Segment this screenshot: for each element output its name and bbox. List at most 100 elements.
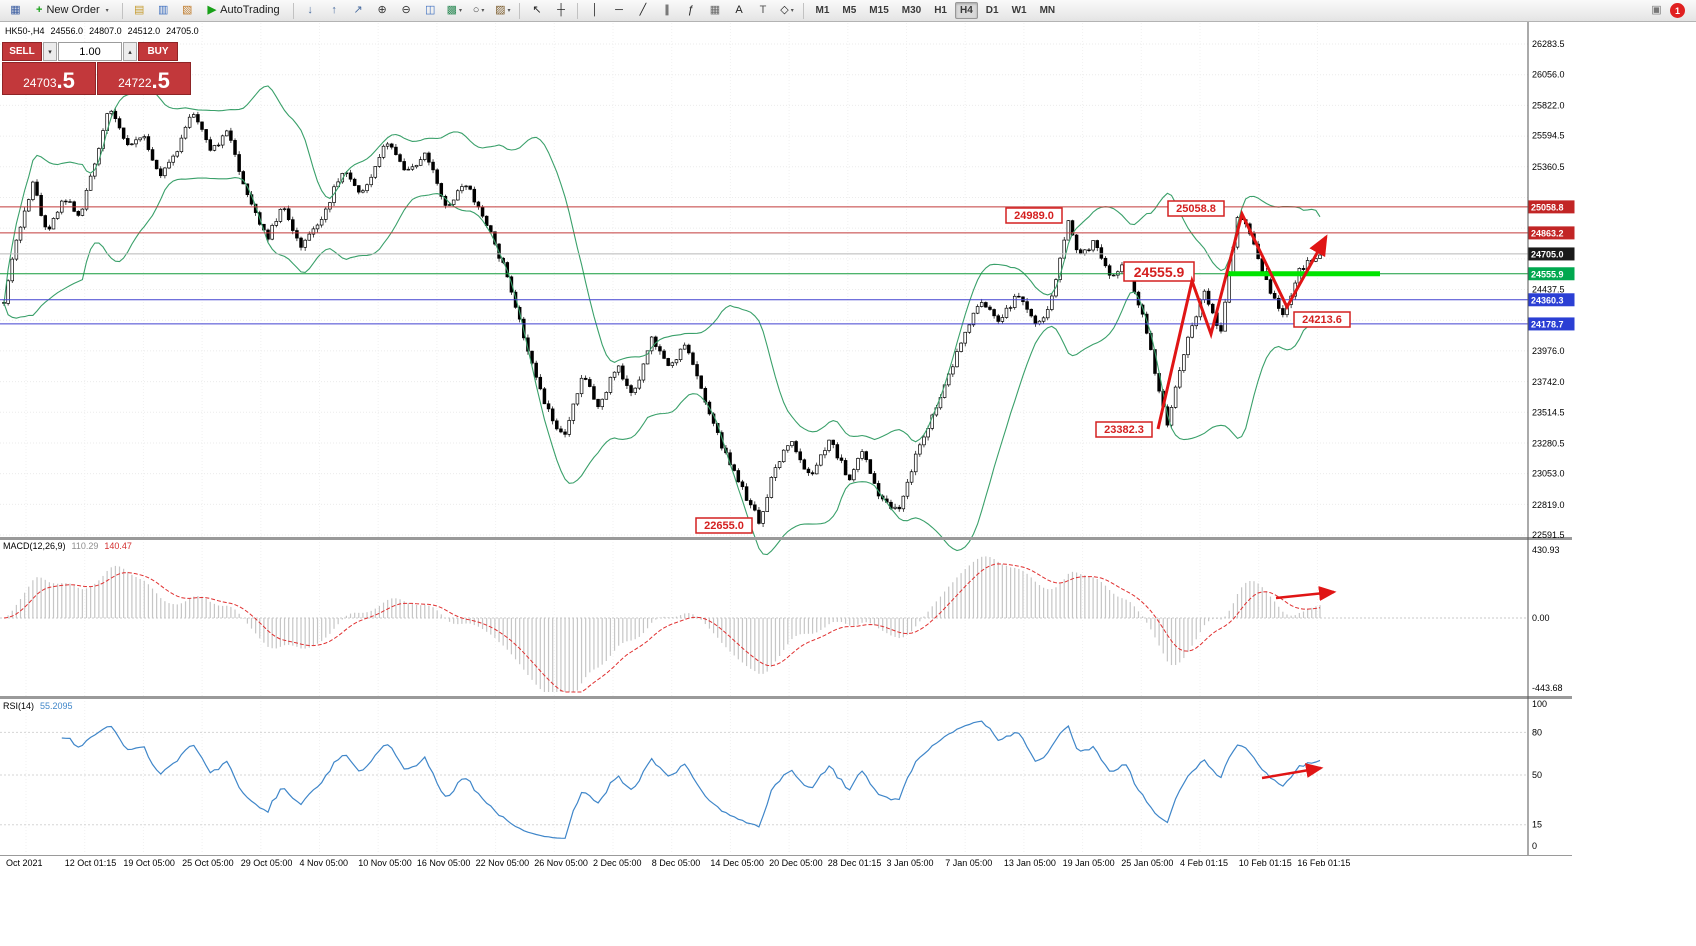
svg-text:19 Oct 05:00: 19 Oct 05:00	[123, 858, 175, 868]
vertical-line-icon: │	[591, 4, 599, 16]
market-watch-icon-button[interactable]: ▤	[129, 2, 150, 20]
svg-text:Oct 2021: Oct 2021	[6, 858, 43, 868]
svg-text:25360.5: 25360.5	[1532, 162, 1565, 172]
tile-windows-icon-button[interactable]: ◫	[420, 2, 441, 20]
navigator-icon-button[interactable]: ▧	[177, 2, 198, 20]
toolbar: ▦ + New Order ▾ ▤ ▥ ▧ ▶ AutoTrading ↓ ↑ ↗ ⊕ ⊖ ◫ ▩ ▾ ○ ▾ ▨ ▾ ↖…	[0, 0, 1696, 22]
toolbar-separator	[519, 2, 521, 19]
svg-text:13 Jan 05:00: 13 Jan 05:00	[1004, 858, 1056, 868]
new-order-icon: +	[36, 4, 43, 16]
svg-text:25 Jan 05:00: 25 Jan 05:00	[1121, 858, 1173, 868]
svg-text:10 Feb 01:15: 10 Feb 01:15	[1239, 858, 1292, 868]
channel-icon-button[interactable]: ∥	[656, 2, 677, 20]
label-icon-button[interactable]: T	[752, 2, 773, 20]
scale-up-icon-button[interactable]: ↑	[324, 2, 345, 20]
high-value: 24807.0	[89, 26, 122, 36]
svg-text:100: 100	[1532, 699, 1547, 709]
svg-text:28 Dec 01:15: 28 Dec 01:15	[828, 858, 882, 868]
price-axis[interactable]: 26283.5 26056.0 25822.0 25594.5 25360.5 24437…	[1532, 39, 1565, 851]
chart-window-icon-button[interactable]: ▦	[5, 2, 26, 20]
notification-badge[interactable]: 1	[1670, 3, 1685, 18]
zoom-in-icon-button[interactable]: ⊕	[372, 2, 393, 20]
cursor-icon-button[interactable]: ↖	[526, 2, 547, 20]
period-icon-button[interactable]: ○ ▾	[468, 2, 489, 20]
timeframe-mn-button[interactable]: MN	[1035, 2, 1061, 19]
chart-shift-icon-button[interactable]: ↗	[348, 2, 369, 20]
buy-price-button[interactable]: 24722.5	[97, 62, 191, 95]
timeframe-h4-button[interactable]: H4	[955, 2, 978, 19]
zoom-out-icon-button[interactable]: ⊖	[396, 2, 417, 20]
data-window-icon-button[interactable]: ▥	[153, 2, 174, 20]
zoom-in-icon: ⊕	[377, 4, 387, 16]
vertical-line-icon-button[interactable]: │	[584, 2, 605, 20]
timeframe-m1-button[interactable]: M1	[810, 2, 834, 19]
toolbar-separator	[121, 2, 123, 19]
text-icon-button[interactable]: A	[728, 2, 749, 20]
timeframe-m30-button[interactable]: M30	[897, 2, 926, 19]
panel-chrome	[0, 22, 1572, 856]
caret-down-icon: ▾	[105, 7, 109, 14]
tile-windows-icon: ◫	[424, 4, 436, 16]
timeframe-h1-button[interactable]: H1	[929, 2, 952, 19]
lot-size-input[interactable]	[58, 42, 122, 61]
sell-button[interactable]: SELL	[2, 42, 42, 61]
svg-text:24705.0: 24705.0	[1531, 249, 1564, 259]
svg-text:8 Dec 05:00: 8 Dec 05:00	[652, 858, 701, 868]
shapes-icon-button[interactable]: ◇ ▾	[776, 2, 797, 20]
macd-main-value: 110.29	[71, 541, 99, 551]
time-axis[interactable]: Oct 2021 12 Oct 01:15 19 Oct 05:00 25 Oct 0…	[6, 858, 1350, 868]
timeframe-w1-button[interactable]: W1	[1007, 2, 1032, 19]
data-window-icon: ▥	[157, 4, 169, 16]
cursor-icon: ↖	[532, 4, 542, 16]
timeframe-d1-button[interactable]: D1	[981, 2, 1004, 19]
sell-price-button[interactable]: 24703.5	[2, 62, 96, 95]
horizontal-line-icon-button[interactable]: ─	[608, 2, 629, 20]
buy-price-main: 24722	[118, 75, 152, 90]
new-order-button[interactable]: + New Order ▾	[29, 2, 116, 20]
svg-text:23514.5: 23514.5	[1532, 407, 1565, 417]
buy-button[interactable]: BUY	[138, 42, 178, 61]
fibonacci-icon: ƒ	[687, 4, 695, 16]
svg-text:23053.0: 23053.0	[1532, 469, 1565, 479]
template-icon-button[interactable]: ▨ ▾	[492, 2, 513, 20]
svg-text:23382.3: 23382.3	[1104, 424, 1144, 436]
svg-text:24437.5: 24437.5	[1532, 285, 1565, 295]
text-icon: A	[735, 4, 743, 16]
caret-up-icon: ▴	[128, 48, 132, 56]
toolbar-separator	[292, 2, 294, 19]
label-icon: T	[759, 4, 767, 16]
trend-arrows[interactable]	[1156, 209, 1337, 780]
lot-decrease-button[interactable]: ▾	[43, 42, 57, 61]
macd-name: MACD(12,26,9)	[3, 541, 66, 551]
svg-text:16 Nov 05:00: 16 Nov 05:00	[417, 858, 471, 868]
rsi-name: RSI(14)	[3, 701, 35, 711]
svg-text:22819.0: 22819.0	[1532, 500, 1565, 510]
svg-text:16 Feb 01:15: 16 Feb 01:15	[1297, 858, 1350, 868]
caret-down-icon: ▾	[481, 7, 485, 14]
timeframe-m15-button[interactable]: M15	[864, 2, 893, 19]
timeframe-m5-button[interactable]: M5	[837, 2, 861, 19]
svg-text:26 Nov 05:00: 26 Nov 05:00	[534, 858, 588, 868]
scale-down-icon-button[interactable]: ↓	[300, 2, 321, 20]
period-icon: ○	[472, 4, 480, 16]
svg-text:29 Oct 05:00: 29 Oct 05:00	[241, 858, 293, 868]
price-callouts[interactable]: 22655.0 23382.3 24989.0 25058.8 24555.9 24213…	[695, 200, 1351, 534]
crosshair-icon-button[interactable]: ┼	[550, 2, 571, 20]
fibonacci-icon-button[interactable]: ƒ	[680, 2, 701, 20]
market-watch-icon: ▤	[133, 4, 145, 16]
new-chart-icon-button[interactable]: ▩ ▾	[444, 2, 465, 20]
notifications-icon-button[interactable]: ▣	[1646, 2, 1667, 20]
rsi-value: 55.2095	[40, 701, 73, 711]
svg-text:22655.0: 22655.0	[704, 520, 744, 532]
toolbar-separator	[803, 2, 805, 19]
autotrading-button[interactable]: ▶ AutoTrading	[201, 2, 287, 20]
chart-ohlc-info: HK50-,H4 24556.0 24807.0 24512.0 24705.0	[5, 26, 199, 36]
trendline-icon-button[interactable]: ╱	[632, 2, 653, 20]
lot-increase-button[interactable]: ▴	[123, 42, 137, 61]
grid-icon-button[interactable]: ▦	[704, 2, 725, 20]
svg-text:2 Dec 05:00: 2 Dec 05:00	[593, 858, 642, 868]
horizontal-lines-layer[interactable]	[0, 206, 1528, 325]
trade-prices-row: 24703.5 24722.5	[2, 62, 191, 95]
